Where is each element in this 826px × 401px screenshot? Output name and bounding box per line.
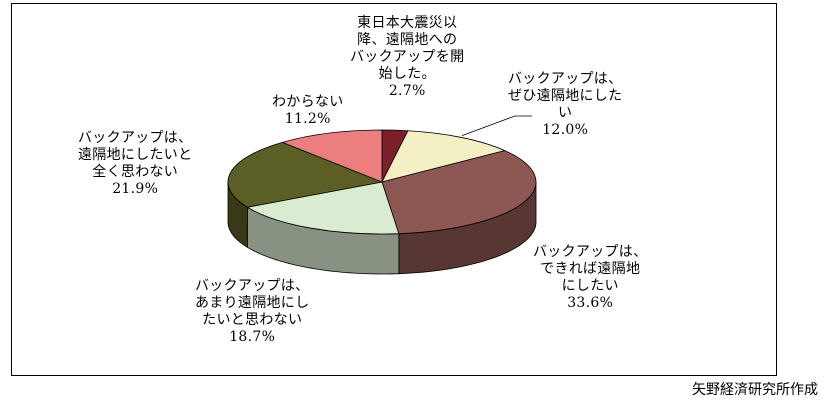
slice-label-0: 東日本大震災以 降、遠隔地への バックアップを開 始した。 2.7% — [350, 15, 465, 99]
pie-side-group — [227, 181, 537, 275]
pie-chart — [227, 115, 537, 275]
source-note: 矢野経済研究所作成 — [692, 382, 818, 398]
slice-label-3: バックアップは、 あまり遠隔地にし たいと思わない 18.7% — [195, 278, 310, 345]
pie-slice-2 — [381, 150, 537, 235]
slice-value-0: 2.7% — [388, 83, 426, 99]
pie-slice-4 — [227, 141, 384, 208]
slice-value-5: 11.2% — [284, 111, 331, 127]
slice-label-4: バックアップは、 遠隔地にしたいと 全く思わない 21.9% — [78, 130, 193, 197]
pie-slice-5 — [281, 129, 383, 183]
pie-top-group — [227, 129, 537, 235]
leader-line-1 — [461, 115, 532, 136]
slice-value-4: 21.9% — [112, 181, 159, 197]
slice-label-1: バックアップは、 ぜひ遠隔地にした い 12.0% — [508, 71, 623, 138]
pie-slice-1 — [381, 130, 506, 183]
slice-value-3: 18.7% — [229, 329, 276, 345]
slice-value-1: 12.0% — [542, 122, 589, 138]
pie-slice-3 — [246, 181, 400, 235]
slice-label-2: バックアップは、 できれば遠隔地 にしたい 33.6% — [533, 244, 648, 311]
slice-value-2: 33.6% — [567, 295, 614, 311]
slice-label-5: わからない 11.2% — [272, 94, 344, 127]
chart-frame: 東日本大震災以 降、遠隔地への バックアップを開 始した。 2.7% バックアッ… — [11, 3, 777, 376]
